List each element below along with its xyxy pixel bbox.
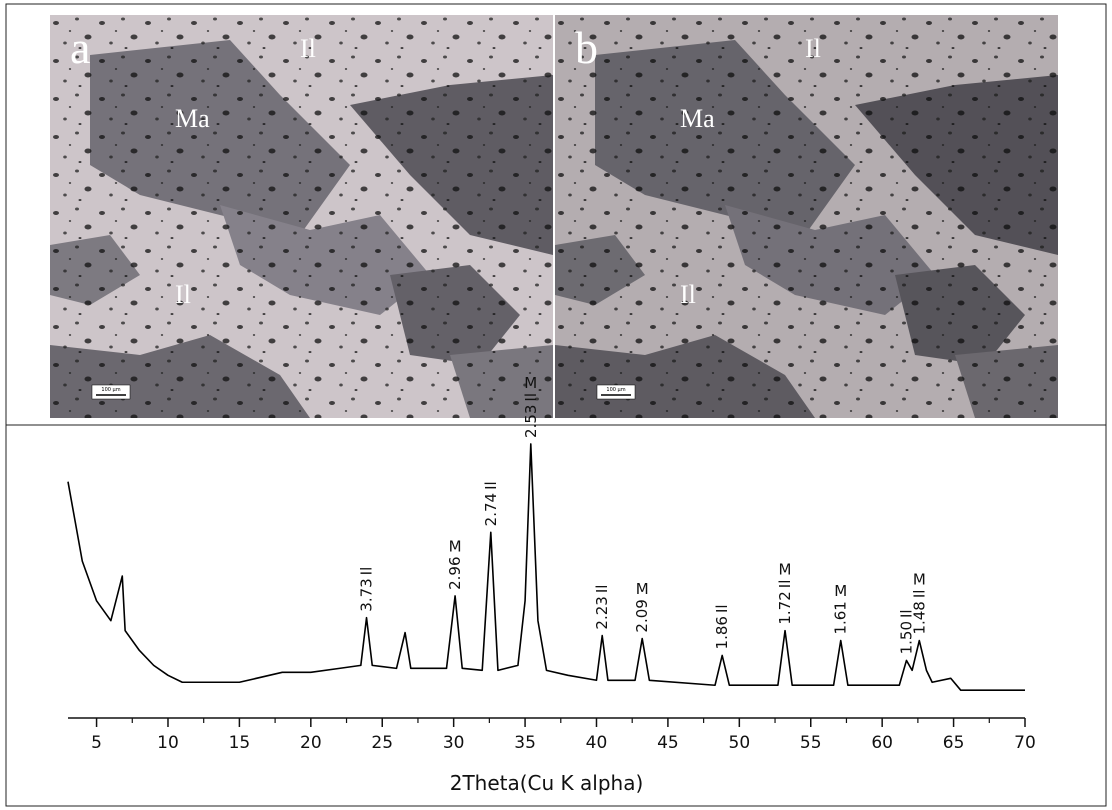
mineral-label: Il bbox=[680, 280, 696, 309]
peak-phase: Il bbox=[776, 580, 794, 589]
peak-d-spacing: 3.73 bbox=[358, 578, 376, 611]
x-tick-label: 10 bbox=[157, 733, 179, 753]
mineral-label: Ma bbox=[680, 104, 715, 133]
scale-bar-label: 100 μm bbox=[101, 387, 120, 393]
x-tick-label: 30 bbox=[443, 733, 465, 753]
x-tick-label: 25 bbox=[371, 733, 393, 753]
peak-annotation: 1.86 Il bbox=[713, 604, 731, 649]
x-tick-label: 70 bbox=[1014, 733, 1036, 753]
x-tick-label: 40 bbox=[586, 733, 608, 753]
peak-phase-top: M bbox=[524, 374, 537, 392]
x-tick-label: 20 bbox=[300, 733, 322, 753]
peak-d-spacing: 2.96 bbox=[446, 556, 464, 589]
peak-phase-top: M bbox=[834, 582, 847, 600]
peak-phase-top: M bbox=[636, 580, 649, 598]
micrograph: a Il Ma Il 100 μm bbox=[50, 15, 553, 418]
peak-d-spacing: 1.48 bbox=[910, 601, 928, 634]
peak-annotation: 1.50 Il bbox=[897, 609, 915, 654]
peak-d-spacing: 2.53 bbox=[522, 405, 540, 438]
peak-phase: Il bbox=[593, 585, 611, 594]
peak-d-spacing: 1.86 bbox=[713, 616, 731, 649]
xrd-chart: 5 10 15 20 25 30 35 40 45 50 55 60 65 70 2Theta(Cu K a… bbox=[67, 374, 1036, 795]
scale-bar-label: 100 μm bbox=[606, 387, 625, 393]
panel-letter: a bbox=[70, 22, 90, 73]
peak-annotation: 3.73 Il bbox=[358, 567, 376, 612]
peak-d-spacing: 2.09 bbox=[633, 599, 651, 632]
peak-phase: Il bbox=[358, 567, 376, 576]
peak-d-spacing: 2.74 bbox=[482, 493, 500, 526]
peak-annotation: 2.09 bbox=[633, 599, 651, 632]
peak-phase-top: M bbox=[779, 561, 792, 579]
x-axis-title: 2Theta(Cu K alpha) bbox=[450, 771, 644, 795]
xrd-trace bbox=[67, 443, 1025, 691]
peak-phase: Il bbox=[482, 481, 500, 490]
mineral-label: Il bbox=[805, 34, 821, 63]
peak-annotation: 2.74 Il bbox=[482, 481, 500, 526]
peak-phase: Il bbox=[910, 590, 928, 599]
micrograph: b Il Ma Il 100 μm bbox=[555, 15, 1058, 418]
peak-phase-top: M bbox=[913, 571, 926, 589]
frame bbox=[5, 3, 1107, 807]
peak-phase: Il bbox=[713, 604, 731, 613]
peak-phase: Il bbox=[522, 393, 540, 402]
peak-annotation: 2.23 Il bbox=[593, 585, 611, 630]
peak-d-spacing: 1.61 bbox=[832, 601, 850, 634]
x-tick-label: 60 bbox=[871, 733, 893, 753]
peak-phase-top: M bbox=[449, 537, 462, 555]
x-tick-label: 65 bbox=[943, 733, 965, 753]
peak-annotation: 1.48 Il bbox=[910, 590, 928, 635]
peak-d-spacing: 2.23 bbox=[593, 596, 611, 629]
mineral-label: Il bbox=[175, 280, 191, 309]
peak-phase: Il bbox=[897, 609, 915, 618]
x-tick-label: 50 bbox=[729, 733, 751, 753]
peak-annotation: 2.53 Il bbox=[522, 393, 540, 438]
peak-d-spacing: 1.50 bbox=[897, 621, 915, 654]
peak-d-spacing: 1.72 bbox=[776, 591, 794, 624]
micrograph-image bbox=[50, 15, 553, 418]
peak-annotation: 1.72 Il bbox=[776, 580, 794, 625]
peak-annotation: 2.96 bbox=[446, 556, 464, 589]
x-tick-label: 45 bbox=[657, 733, 679, 753]
x-tick-label: 5 bbox=[91, 733, 102, 753]
x-tick-label: 55 bbox=[800, 733, 822, 753]
x-tick-label: 35 bbox=[514, 733, 536, 753]
panel-letter: b bbox=[575, 22, 598, 73]
mineral-label: Ma bbox=[175, 104, 210, 133]
x-tick-label: 15 bbox=[229, 733, 251, 753]
image-tint bbox=[555, 15, 1058, 418]
micrographs: a Il Ma Il 100 μm b Il Ma Il 100 μm bbox=[50, 15, 1058, 418]
mineral-label: Il bbox=[300, 34, 316, 63]
peak-annotation: 1.61 bbox=[832, 601, 850, 634]
